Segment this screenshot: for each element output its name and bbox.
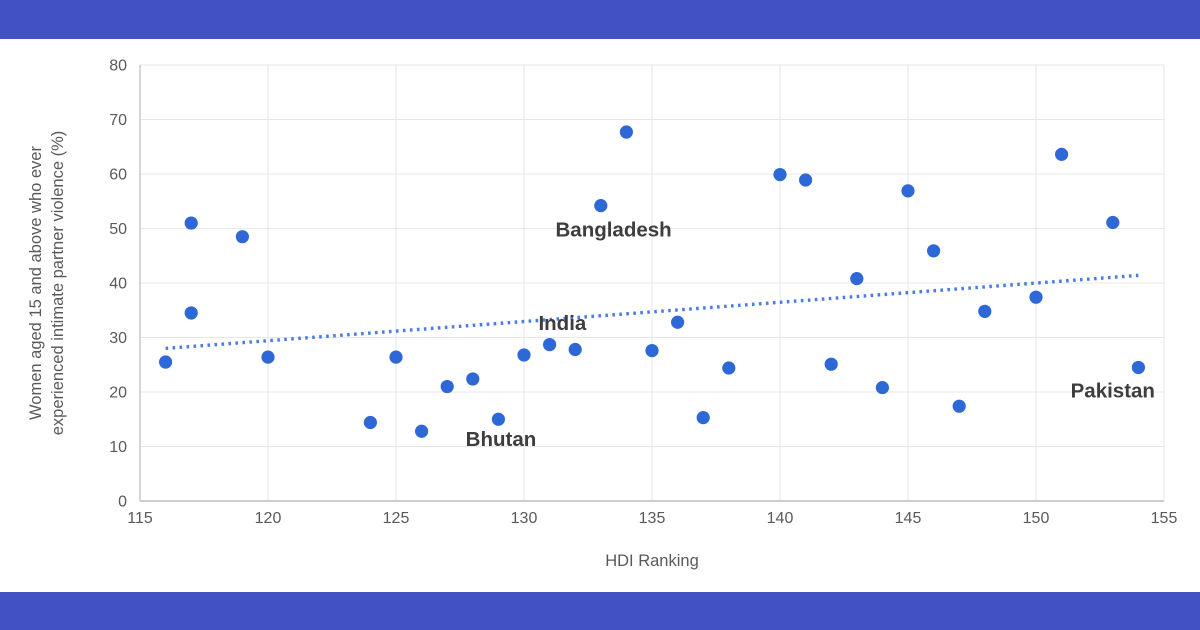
x-tick-label: 125	[383, 510, 410, 527]
data-point	[491, 412, 505, 426]
data-point	[619, 125, 634, 139]
top-banner	[0, 0, 1200, 39]
data-point	[466, 372, 480, 386]
data-point	[568, 342, 582, 357]
y-tick-label: 0	[118, 494, 127, 511]
trendline	[165, 273, 1139, 351]
data-point	[159, 355, 173, 369]
x-tick-label: 135	[639, 510, 666, 527]
y-tick-label: 30	[109, 330, 127, 347]
data-point	[184, 216, 198, 230]
data-point	[594, 199, 608, 213]
data-point	[261, 350, 275, 364]
data-point	[824, 357, 838, 371]
x-tick-label: 155	[1151, 510, 1178, 527]
data-point	[978, 304, 992, 318]
y-tick-label: 80	[109, 58, 127, 75]
data-point	[722, 361, 736, 375]
country-label: Bhutan	[466, 428, 537, 451]
x-tick-label: 145	[895, 510, 922, 527]
data-point	[901, 184, 915, 198]
data-point	[952, 399, 966, 413]
x-tick-label: 150	[1023, 510, 1050, 527]
data-point	[1055, 147, 1069, 161]
data-point	[773, 167, 787, 182]
y-tick-label: 10	[109, 439, 127, 456]
data-point	[415, 424, 429, 438]
data-point	[184, 306, 198, 320]
data-point	[363, 415, 377, 430]
y-tick-label: 60	[109, 167, 127, 184]
country-label: Bangladesh	[555, 219, 671, 242]
data-point	[440, 379, 454, 394]
data-point	[850, 272, 864, 286]
data-point	[1131, 360, 1145, 375]
y-axis-title-line1: Women aged 15 and above who ever	[27, 146, 45, 420]
data-point	[799, 173, 813, 187]
country-label: Pakistan	[1071, 379, 1155, 402]
x-tick-label: 115	[127, 510, 153, 527]
data-point	[645, 343, 659, 358]
data-point	[517, 348, 531, 362]
x-tick-label: 120	[255, 510, 282, 527]
country-label: India	[538, 312, 586, 335]
y-axis-title-line2: experienced intimate partner violence (%…	[49, 131, 67, 436]
data-point	[1029, 290, 1043, 304]
data-point	[1106, 215, 1120, 230]
y-tick-label: 40	[109, 276, 127, 293]
y-tick-label: 70	[109, 112, 127, 129]
y-tick-label: 50	[109, 221, 127, 238]
x-axis-title: HDI Ranking	[605, 552, 699, 570]
bottom-banner	[0, 592, 1200, 630]
data-point	[235, 230, 249, 244]
x-tick-label: 130	[511, 510, 538, 527]
x-tick-label: 140	[767, 510, 794, 527]
y-tick-label: 20	[109, 385, 127, 402]
data-point	[543, 337, 557, 352]
data-point	[671, 315, 685, 329]
data-point	[875, 381, 890, 395]
data-point	[927, 244, 941, 258]
data-point	[696, 411, 710, 425]
data-point	[389, 350, 403, 364]
